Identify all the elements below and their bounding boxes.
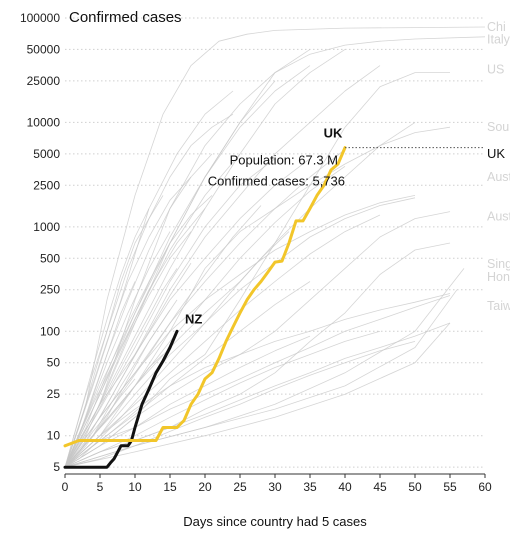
- background-country-line: [64, 295, 451, 468]
- y-tick-label: 10000: [27, 115, 61, 129]
- tooltip-country-label: UK: [324, 126, 343, 141]
- right-edge-uk-label: UK: [487, 146, 505, 161]
- chart-title: Confirmed cases: [69, 9, 182, 26]
- series-label-nz: NZ: [185, 311, 202, 326]
- faded-country-label: Italy: [487, 33, 510, 47]
- faded-country-label: Hon: [487, 270, 510, 284]
- faded-country-label: Aust: [487, 210, 510, 224]
- y-tick-label: 5000: [33, 147, 60, 161]
- x-tick-label: 15: [163, 480, 177, 494]
- highlight-series: [63, 146, 347, 469]
- faded-country-label: Sing: [487, 257, 510, 271]
- x-tick-label: 60: [478, 480, 492, 494]
- background-country-line: [64, 211, 451, 468]
- series-line-nz: [63, 329, 179, 469]
- x-tick-label: 25: [233, 480, 247, 494]
- background-country-line: [64, 322, 451, 468]
- series-line-uk: [63, 146, 347, 448]
- background-country-line: [64, 153, 241, 468]
- background-country-line: [64, 158, 311, 468]
- background-country-line: [64, 335, 311, 468]
- axes: 5102550100250500100025005000100002500050…: [20, 11, 492, 494]
- x-axis-label: Days since country had 5 cases: [183, 514, 367, 529]
- background-country-line: [64, 354, 164, 468]
- background-series: [64, 26, 486, 468]
- background-country-line: [64, 399, 150, 468]
- background-country-line: [64, 65, 311, 468]
- background-country-line: [64, 197, 416, 468]
- background-country-line: [64, 26, 486, 468]
- background-country-line: [64, 158, 276, 468]
- tooltip-confirmed-cases: Confirmed cases: 5,736: [208, 174, 345, 189]
- x-tick-label: 50: [408, 480, 422, 494]
- background-country-line: [64, 231, 192, 468]
- x-tick-label: 45: [373, 480, 387, 494]
- y-tick-label: 50: [47, 356, 61, 370]
- faded-country-label: US: [487, 63, 504, 77]
- background-country-line: [64, 149, 346, 468]
- y-tick-label: 1000: [33, 220, 60, 234]
- y-tick-label: 10: [47, 429, 61, 443]
- background-country-line: [64, 341, 416, 468]
- y-tick-label: 100000: [20, 11, 60, 25]
- background-country-line: [64, 208, 150, 468]
- x-tick-label: 20: [198, 480, 212, 494]
- background-country-line: [64, 195, 213, 468]
- background-country-line: [64, 330, 381, 468]
- tooltip-population: Population: 67.3 M: [230, 153, 338, 168]
- x-tick-label: 35: [303, 480, 317, 494]
- y-tick-label: 25: [47, 387, 61, 401]
- x-tick-label: 55: [443, 480, 457, 494]
- faded-country-label: Taiw: [487, 299, 510, 313]
- background-country-line: [64, 268, 178, 468]
- y-tick-label: 50000: [27, 42, 61, 56]
- y-tick-label: 2500: [33, 178, 60, 192]
- y-tick-label: 5: [53, 460, 60, 474]
- background-country-line: [64, 378, 136, 468]
- y-tick-label: 25000: [27, 74, 61, 88]
- y-tick-label: 500: [40, 251, 60, 265]
- background-country-line: [64, 36, 486, 468]
- y-tick-label: 100: [40, 324, 60, 338]
- x-tick-label: 5: [97, 480, 104, 494]
- background-country-line: [64, 205, 262, 468]
- x-tick-label: 30: [268, 480, 282, 494]
- faded-country-label: Aust: [487, 170, 510, 184]
- x-tick-label: 0: [62, 480, 69, 494]
- background-country-line: [64, 49, 311, 468]
- background-country-line: [64, 165, 346, 468]
- background-country-line: [64, 214, 381, 468]
- y-tick-label: 250: [40, 283, 60, 297]
- x-tick-label: 10: [128, 480, 142, 494]
- faded-country-label: Sou: [487, 120, 509, 134]
- background-country-line: [64, 195, 164, 468]
- background-country-line: [64, 231, 290, 468]
- faded-country-label: Chi: [487, 20, 506, 34]
- background-country-line: [64, 208, 206, 468]
- background-country-line: [64, 153, 213, 468]
- x-tick-label: 40: [338, 480, 352, 494]
- background-country-line: [64, 293, 451, 468]
